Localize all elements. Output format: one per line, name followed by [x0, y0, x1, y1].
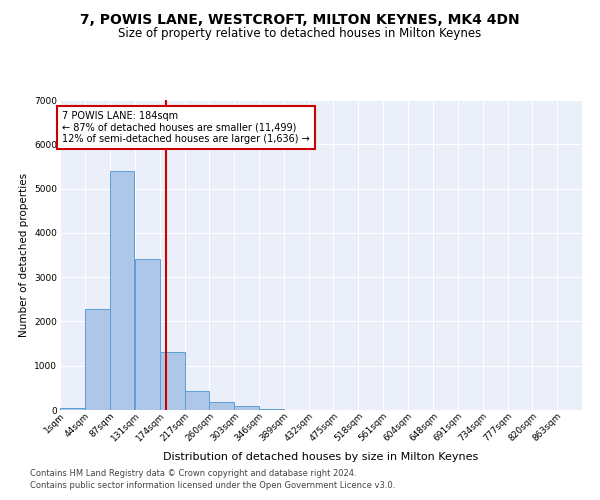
Bar: [234, 406, 259, 410]
Text: Size of property relative to detached houses in Milton Keynes: Size of property relative to detached ho…: [118, 28, 482, 40]
Bar: [209, 402, 234, 410]
Text: Contains public sector information licensed under the Open Government Licence v3: Contains public sector information licen…: [30, 481, 395, 490]
Text: Contains HM Land Registry data © Crown copyright and database right 2024.: Contains HM Land Registry data © Crown c…: [30, 468, 356, 477]
Y-axis label: Number of detached properties: Number of detached properties: [19, 173, 29, 337]
Bar: [60, 408, 85, 410]
Bar: [259, 408, 284, 410]
Text: 7 POWIS LANE: 184sqm
← 87% of detached houses are smaller (11,499)
12% of semi-d: 7 POWIS LANE: 184sqm ← 87% of detached h…: [62, 111, 310, 144]
Bar: [135, 260, 160, 410]
X-axis label: Distribution of detached houses by size in Milton Keynes: Distribution of detached houses by size …: [163, 452, 479, 462]
Text: 7, POWIS LANE, WESTCROFT, MILTON KEYNES, MK4 4DN: 7, POWIS LANE, WESTCROFT, MILTON KEYNES,…: [80, 12, 520, 26]
Bar: [160, 352, 185, 410]
Bar: [110, 171, 134, 410]
Bar: [85, 310, 110, 410]
Bar: [185, 391, 209, 410]
